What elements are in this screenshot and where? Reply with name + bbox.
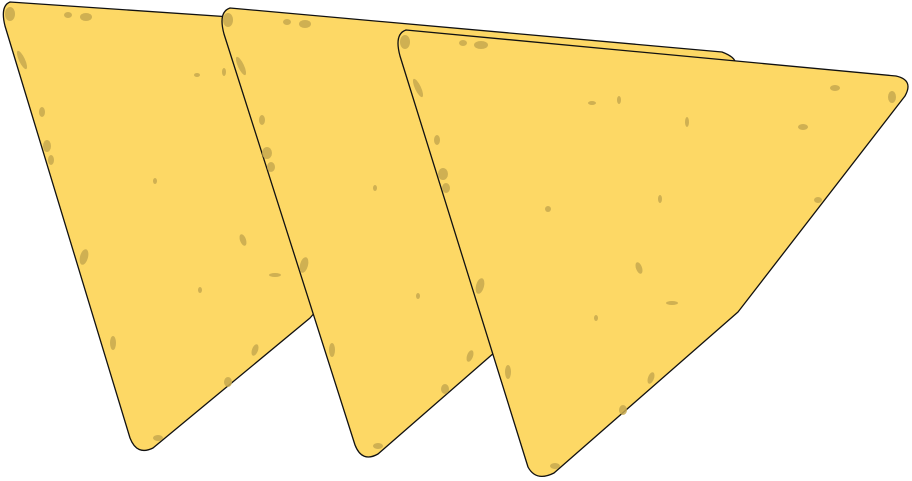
tortilla-chip-3-body — [397, 29, 909, 478]
tortilla-chip-3 — [397, 29, 909, 478]
tortilla-chip-3-specks — [400, 35, 896, 469]
tortilla-chip-1-specks — [5, 7, 281, 441]
tortilla-chip-2-specks — [223, 13, 474, 449]
